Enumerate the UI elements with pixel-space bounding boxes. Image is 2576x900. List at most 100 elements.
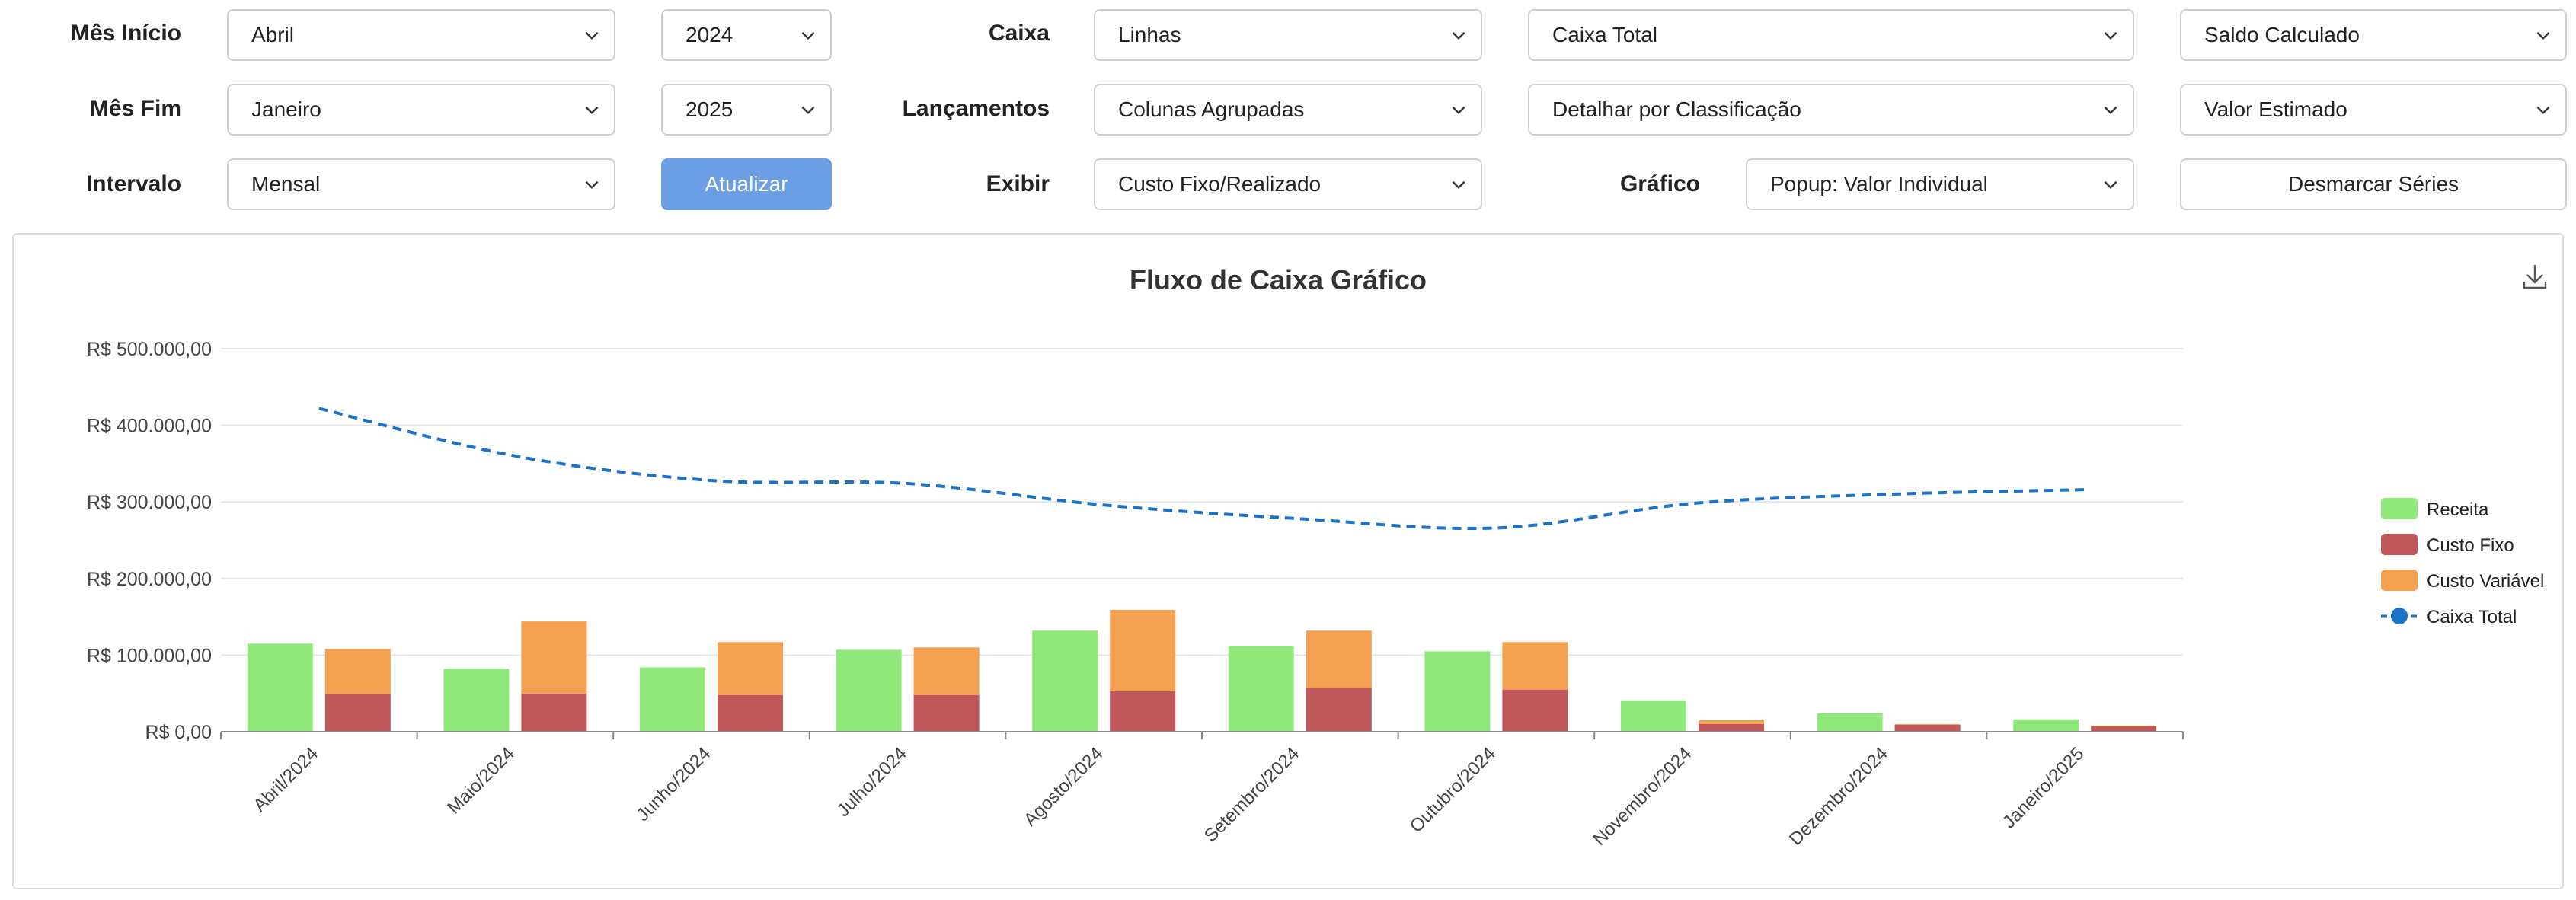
chevron-down-icon [585, 106, 599, 115]
bar-custo-fixo[interactable] [1306, 688, 1372, 732]
x-tick-label: Dezembro/2024 [1785, 743, 1892, 850]
bar-receita[interactable] [1817, 713, 1883, 732]
chevron-down-icon [2104, 106, 2117, 115]
chart-title: Fluxo de Caixa Gráfico [1130, 264, 1427, 295]
y-tick-label: R$ 300.000,00 [87, 492, 212, 513]
bar-custo-fixo[interactable] [1502, 689, 1568, 732]
legend-swatch[interactable] [2381, 534, 2418, 555]
grafico-select[interactable]: Popup: Valor Individual [1746, 158, 2134, 210]
legend-marker[interactable] [2391, 608, 2408, 624]
bar-custo-variavel[interactable] [1306, 630, 1372, 688]
lancamentos-value: Colunas Agrupadas [1118, 97, 1305, 121]
bar-custo-variavel[interactable] [1110, 610, 1176, 691]
chevron-down-icon [2104, 31, 2117, 40]
mes-inicio-value: Abril [251, 23, 295, 46]
mes-fim-select[interactable]: Janeiro [227, 84, 615, 136]
y-tick-label: R$ 100.000,00 [87, 645, 212, 666]
bar-receita[interactable] [1228, 646, 1294, 732]
bar-custo-fixo[interactable] [1894, 724, 1961, 732]
ano-inicio-select[interactable]: 2024 [661, 9, 832, 61]
bar-custo-variavel[interactable] [913, 647, 980, 695]
mes-inicio-label: Mês Início [70, 21, 181, 46]
lancamentos-label: Lançamentos [902, 96, 1050, 121]
legend-swatch[interactable] [2381, 570, 2418, 591]
lancamentos-select[interactable]: Colunas Agrupadas [1094, 84, 1482, 136]
bar-receita[interactable] [1621, 700, 1686, 732]
saldo-select[interactable]: Saldo Calculado [2180, 9, 2567, 61]
cash-flow-chart: Fluxo de Caixa Gráfico R$ 0,00 R$ 100.000… [87, 264, 2547, 850]
intervalo-label: Intervalo [85, 171, 181, 196]
legend-label[interactable]: Receita [2427, 499, 2489, 520]
bar-custo-fixo[interactable] [521, 693, 587, 732]
x-tick-label: Abril/2024 [250, 743, 323, 816]
chevron-down-icon [1452, 31, 1465, 40]
bar-custo-fixo[interactable] [1110, 691, 1176, 732]
saldo-value: Saldo Calculado [2204, 23, 2360, 46]
atualizar-button[interactable]: Atualizar [661, 158, 832, 210]
grafico-label: Gráfico [1619, 171, 1700, 196]
legend-swatch[interactable] [2381, 498, 2418, 519]
exibir-value: Custo Fixo/Realizado [1118, 172, 1322, 196]
bar-custo-variavel[interactable] [1894, 723, 1961, 725]
legend-label[interactable]: Caixa Total [2427, 607, 2517, 627]
x-tick-label: Janeiro/2025 [1999, 743, 2088, 832]
bar-receita[interactable] [443, 669, 510, 732]
ano-inicio-value: 2024 [686, 23, 733, 46]
bar-custo-variavel[interactable] [521, 621, 587, 694]
mes-fim-value: Janeiro [251, 97, 321, 121]
bar-receita[interactable] [1032, 630, 1098, 732]
legend-label[interactable]: Custo Variável [2427, 571, 2544, 592]
bar-custo-fixo[interactable] [1699, 723, 1764, 732]
bar-custo-variavel[interactable] [718, 642, 783, 695]
x-tick-label: Agosto/2024 [1020, 743, 1107, 830]
detalhar-select[interactable]: Detalhar por Classificação [1528, 84, 2134, 136]
bar-custo-fixo[interactable] [324, 694, 391, 732]
chevron-down-icon [801, 106, 815, 115]
valor-estimado-select[interactable]: Valor Estimado [2180, 84, 2567, 136]
bar-custo-variavel[interactable] [1502, 642, 1568, 690]
line-caixa-total[interactable] [318, 407, 2085, 531]
x-tick-label: Outubro/2024 [1406, 743, 1500, 837]
y-tick-label: R$ 0,00 [145, 722, 212, 743]
bar-custo-variavel[interactable] [324, 649, 391, 694]
x-tick-label: Novembro/2024 [1589, 743, 1695, 850]
mes-inicio-select[interactable]: Abril [227, 9, 615, 61]
caixa-total-value: Caixa Total [1552, 23, 1658, 46]
caixa-total-select[interactable]: Caixa Total [1528, 9, 2134, 61]
y-tick-label: R$ 400.000,00 [87, 416, 212, 437]
bar-receita[interactable] [640, 667, 705, 732]
ano-fim-select[interactable]: 2025 [661, 84, 832, 136]
chevron-down-icon [1452, 106, 1465, 115]
grafico-value: Popup: Valor Individual [1770, 172, 1988, 196]
x-tick-label: Julho/2024 [833, 743, 911, 821]
valor-estimado-value: Valor Estimado [2204, 97, 2347, 121]
bar-receita[interactable] [247, 643, 313, 732]
desmarcar-series-button[interactable]: Desmarcar Séries [2180, 158, 2567, 210]
exibir-label: Exibir [986, 171, 1050, 196]
intervalo-select[interactable]: Mensal [227, 158, 615, 210]
caixa-value: Linhas [1118, 23, 1181, 46]
mes-fim-label: Mês Fim [89, 96, 181, 121]
bar-custo-variavel[interactable] [1699, 720, 1764, 724]
bar-custo-fixo[interactable] [913, 694, 980, 732]
download-icon[interactable] [2523, 265, 2547, 289]
bar-custo-fixo[interactable] [2091, 726, 2157, 732]
legend-label[interactable]: Custo Fixo [2427, 535, 2514, 556]
ano-fim-value: 2025 [686, 97, 733, 121]
chevron-down-icon [2104, 180, 2117, 190]
chevron-down-icon [2536, 31, 2550, 40]
detalhar-value: Detalhar por Classificação [1552, 97, 1801, 121]
x-tick-label: Junho/2024 [632, 743, 714, 825]
bar-receita[interactable] [1424, 651, 1491, 732]
y-tick-label: R$ 500.000,00 [87, 339, 212, 360]
exibir-select[interactable]: Custo Fixo/Realizado [1094, 158, 1482, 210]
bar-receita[interactable] [2013, 719, 2079, 732]
chevron-down-icon [2536, 106, 2550, 115]
x-tick-label: Setembro/2024 [1200, 743, 1303, 846]
chevron-down-icon [585, 31, 599, 40]
caixa-select[interactable]: Linhas [1094, 9, 1482, 61]
bar-receita[interactable] [836, 649, 902, 732]
bar-custo-fixo[interactable] [718, 694, 783, 732]
caixa-label: Caixa [988, 21, 1050, 46]
chevron-down-icon [801, 31, 815, 40]
